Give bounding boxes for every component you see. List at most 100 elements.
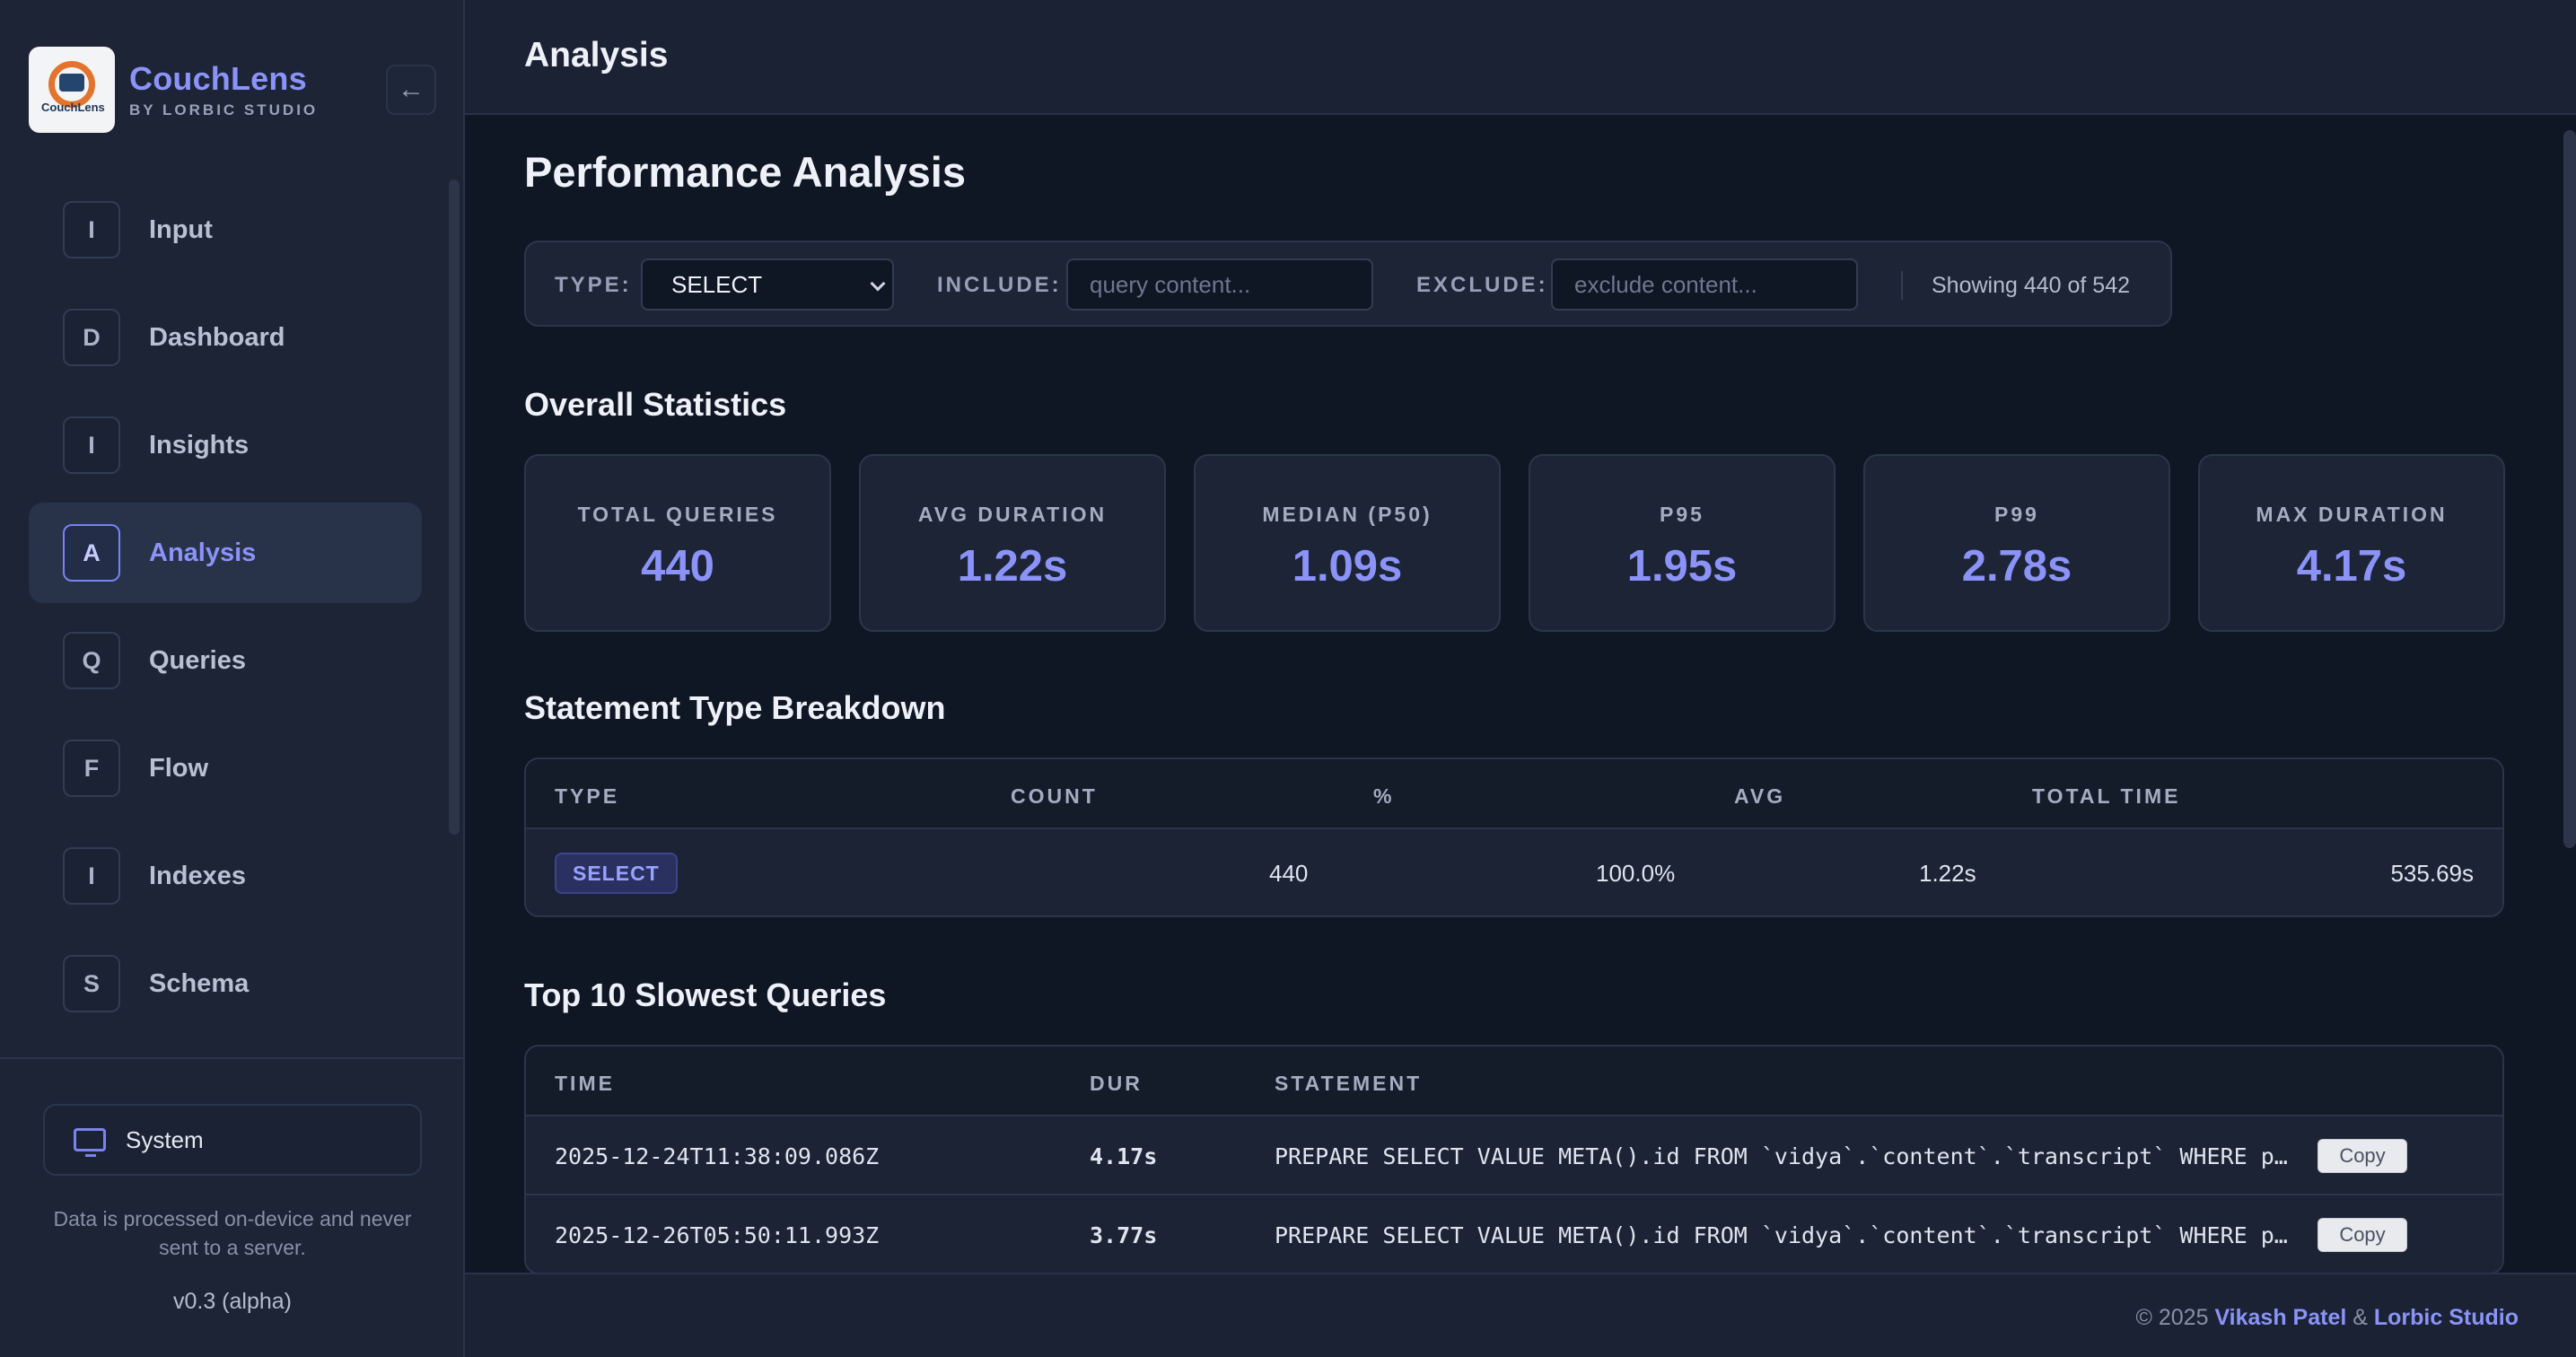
table-header: TIME DUR STATEMENT [526,1046,2502,1116]
arrow-left-icon: ← [398,74,425,104]
stat-card-max-duration: MAX DURATION 4.17s [2198,454,2505,632]
column-header: TOTAL TIME [2032,784,2181,808]
filter-bar: TYPE: SELECT INCLUDE: EXCLUDE: Showing 4… [524,241,2172,327]
sidebar-item-label: Insights [149,430,250,460]
slowest-queries-table: TIME DUR STATEMENT 2025-12-24T11:38:09.0… [524,1045,2504,1274]
main-scrollbar[interactable] [2563,130,2576,848]
copy-button[interactable]: Copy [2318,1139,2407,1173]
sidebar-nav: I Input D Dashboard I Insights A Analysi… [29,179,422,1041]
sidebar-item-label: Flow [149,753,209,783]
table-row[interactable]: SELECT 440 100.0% 1.22s 535.69s [526,829,2502,915]
top-bar: Analysis [465,0,2576,115]
brand-name: CouchLens [129,60,307,97]
version-label: v0.3 (alpha) [172,1289,293,1314]
sidebar-item-queries[interactable]: Q Queries [29,610,422,711]
stat-value: 2.78s [1961,542,2072,591]
stat-value: 440 [641,542,714,591]
author-link[interactable]: Vikash Patel [2214,1305,2347,1330]
nav-badge: F [63,740,120,797]
copyright-text: © 2025 [2135,1305,2209,1330]
total-time-cell: 535.69s [2390,860,2474,887]
nav-badge: A [63,524,120,582]
exclude-input[interactable] [1551,258,1858,311]
column-header: AVG [1734,784,1786,808]
stat-card-p99: P99 2.78s [1863,454,2170,632]
time-cell: 2025-12-24T11:38:09.086Z [555,1143,880,1169]
column-header: STATEMENT [1275,1072,1423,1095]
stat-value: 1.09s [1292,542,1403,591]
duration-cell: 4.17s [1090,1143,1158,1169]
include-filter-label: INCLUDE: [937,273,1062,297]
statement-cell: PREPARE SELECT VALUE META().id FROM `vid… [1275,1222,2288,1248]
pct-cell: 100.0% [1596,860,1676,887]
type-badge: SELECT [555,853,678,894]
collapse-sidebar-button[interactable]: ← [386,65,436,115]
stat-label: TOTAL QUERIES [577,503,778,526]
overall-statistics-heading: Overall Statistics [524,386,787,423]
page-title: Performance Analysis [524,148,966,196]
type-select-value: SELECT [671,270,763,298]
header-title: Analysis [524,36,669,74]
stat-label: P95 [1660,503,1704,526]
sidebar-item-label: Input [149,214,213,244]
sidebar-item-input[interactable]: I Input [29,179,422,280]
ampersand: & [2353,1305,2368,1330]
slowest-queries-heading: Top 10 Slowest Queries [524,976,887,1013]
stat-value: 1.22s [957,542,1068,591]
include-input[interactable] [1066,258,1373,311]
stats-grid: TOTAL QUERIES 440 AVG DURATION 1.22s MED… [524,454,2505,632]
stat-card-median: MEDIAN (P50) 1.09s [1194,454,1501,632]
stat-value: 4.17s [2296,542,2407,591]
avg-cell: 1.22s [1919,860,1976,887]
stat-label: MAX DURATION [2256,503,2448,526]
count-cell: 440 [1269,860,1309,887]
type-filter-label: TYPE: [555,273,632,297]
table-row[interactable]: 2025-12-26T05:50:11.993Z 3.77s PREPARE S… [526,1195,2502,1273]
sidebar-item-label: Analysis [149,538,257,567]
privacy-note: Data is processed on-device and never se… [53,1207,412,1259]
sidebar-item-label: Dashboard [149,322,285,352]
sidebar-item-indexes[interactable]: I Indexes [29,826,422,926]
stat-value: 1.95s [1626,542,1738,591]
exclude-filter-label: EXCLUDE: [1416,273,1548,297]
nav-badge: Q [63,632,120,689]
duration-cell: 3.77s [1090,1222,1158,1248]
result-count: Showing 440 of 542 [1932,273,2131,298]
studio-link[interactable]: Lorbic Studio [2373,1305,2519,1330]
copy-button[interactable]: Copy [2318,1218,2407,1252]
stat-label: AVG DURATION [917,503,1108,526]
column-header: DUR [1090,1072,1143,1095]
sidebar-item-label: Schema [149,968,250,998]
sidebar-footer: System Data is processed on-device and n… [0,1057,463,1357]
sidebar-item-schema[interactable]: S Schema [29,933,422,1034]
stat-card-avg-duration: AVG DURATION 1.22s [859,454,1166,632]
nav-badge: I [63,201,120,258]
sidebar-item-label: Indexes [149,861,246,890]
nav-badge: D [63,309,120,366]
sidebar: CouchLens CouchLens BY LORBIC STUDIO ← I… [0,0,465,1357]
table-header: TYPE COUNT % AVG TOTAL TIME [526,759,2502,829]
time-cell: 2025-12-26T05:50:11.993Z [555,1222,880,1248]
stat-card-p95: P95 1.95s [1529,454,1836,632]
brand[interactable]: CouchLens CouchLens BY LORBIC STUDIO [29,47,318,133]
monitor-icon [74,1128,106,1157]
sidebar-scrollbar[interactable] [449,179,460,835]
nav-badge: I [63,416,120,474]
filter-divider [1901,271,1903,300]
sidebar-item-insights[interactable]: I Insights [29,395,422,495]
sidebar-item-flow[interactable]: F Flow [29,718,422,819]
stat-card-total-queries: TOTAL QUERIES 440 [524,454,831,632]
column-header: COUNT [1011,784,1098,808]
sidebar-item-dashboard[interactable]: D Dashboard [29,287,422,388]
table-row[interactable]: 2025-12-24T11:38:09.086Z 4.17s PREPARE S… [526,1116,2502,1195]
theme-toggle-button[interactable]: System [43,1104,422,1176]
column-header: % [1373,784,1395,808]
sidebar-item-analysis[interactable]: A Analysis [29,503,422,603]
sidebar-item-label: Queries [149,645,246,675]
nav-badge: S [63,955,120,1012]
type-select[interactable]: SELECT [641,258,894,311]
page-footer: © 2025 Vikash Patel & Lorbic Studio [465,1273,2576,1357]
brand-subtitle: BY LORBIC STUDIO [129,101,319,118]
statement-breakdown-table: TYPE COUNT % AVG TOTAL TIME SELECT 440 1… [524,757,2504,917]
theme-label: System [126,1125,204,1153]
